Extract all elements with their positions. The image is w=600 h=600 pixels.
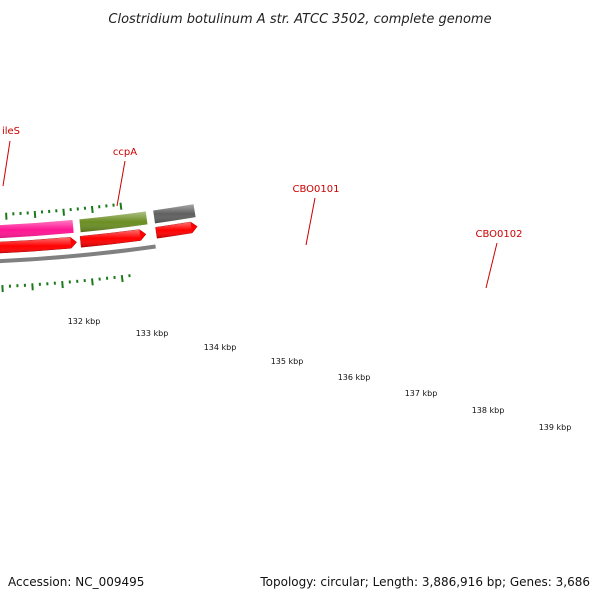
kbp-label: 137 kbp [405,389,438,398]
inner-tick [91,278,94,286]
strand-track [0,221,198,254]
gene-label-group: ileS ccpA CBO0101 CBO0102 [2,126,523,289]
backbone-arc [0,244,156,264]
kbp-label: 132 kbp [68,317,101,326]
gene-label-ccpA[interactable]: ccpA [113,147,137,158]
gene-track [0,204,196,239]
kbp-label: 135 kbp [271,357,304,366]
map-title: Clostridium botulinum A str. ATCC 3502, … [108,12,491,27]
outer-tick [90,205,94,214]
outer-tick [62,208,65,216]
backbone-ring [0,244,156,264]
gene-label-line [485,242,498,289]
kbp-label: 136 kbp [338,373,371,382]
kbp-label: 133 kbp [136,329,169,338]
outer-tick-ring [0,202,123,220]
kbp-label: 139 kbp [539,423,572,432]
outer-tick [119,202,123,210]
gene-bar-shade [153,204,196,224]
inner-tick [61,281,64,289]
gene-label-CBO0102[interactable]: CBO0102 [476,229,523,240]
gene-bar-shade [0,219,74,239]
kbp-label-group: 132 kbp 133 kbp 134 kbp 135 kbp 136 kbp … [68,317,572,432]
cds-arrow-shade [0,237,72,254]
cds-arrow-shade [80,229,141,248]
genome-summary-text: Topology: circular; Length: 3,886,916 bp… [259,575,590,589]
gene-label-line [2,140,11,187]
gene-bar-shade [79,211,148,233]
accession-text: Accession: NC_009495 [8,575,144,589]
inner-tick-ring [1,274,131,293]
cds-arrow-shade [155,221,193,239]
gene-label-line [305,197,316,246]
gene-label-line [116,160,126,207]
inner-tick [120,274,124,283]
kbp-label: 138 kbp [472,406,505,415]
gene-label-CBO0101[interactable]: CBO0101 [293,184,340,195]
kbp-label: 134 kbp [204,343,237,352]
gene-label-ileS[interactable]: ileS [2,126,20,137]
